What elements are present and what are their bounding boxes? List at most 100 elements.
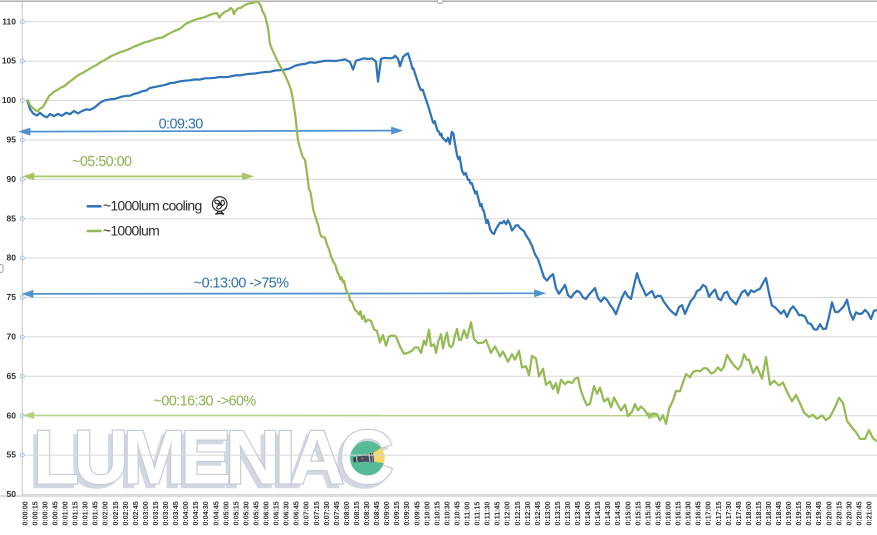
svg-text:0:13:45: 0:13:45 (575, 501, 582, 525)
svg-text:~00:16:30 ->60%: ~00:16:30 ->60% (154, 394, 257, 410)
svg-text:0:02:45: 0:02:45 (133, 501, 140, 525)
svg-text:~1000lum cooling: ~1000lum cooling (103, 198, 202, 214)
svg-text:0:00:00: 0:00:00 (22, 501, 29, 525)
svg-text:0:03:45: 0:03:45 (173, 501, 180, 525)
svg-text:0:05:45: 0:05:45 (253, 501, 260, 525)
svg-text:0:20:15: 0:20:15 (836, 501, 843, 525)
svg-text:0:05:15: 0:05:15 (233, 501, 240, 525)
svg-text:0:03:00: 0:03:00 (143, 501, 150, 525)
svg-text:80: 80 (7, 253, 17, 263)
svg-text:0:06:15: 0:06:15 (274, 501, 281, 525)
svg-text:0:09:15: 0:09:15 (394, 501, 401, 525)
svg-text:0:04:30: 0:04:30 (203, 501, 210, 525)
svg-text:0:10:15: 0:10:15 (434, 501, 441, 525)
svg-text:0:18:30: 0:18:30 (766, 501, 773, 525)
svg-text:0:07:15: 0:07:15 (314, 501, 321, 525)
svg-text:0:11:30: 0:11:30 (485, 502, 492, 526)
svg-text:0:21:00: 0:21:00 (867, 501, 874, 525)
svg-text:0:19:15: 0:19:15 (796, 501, 803, 525)
svg-text:0:18:45: 0:18:45 (776, 501, 783, 525)
svg-text:60: 60 (7, 410, 17, 420)
svg-text:0:15:30: 0:15:30 (645, 501, 652, 525)
svg-text:50: 50 (7, 489, 17, 499)
svg-text:0:13:30: 0:13:30 (565, 501, 572, 525)
svg-text:0:15:45: 0:15:45 (656, 501, 663, 525)
svg-text:0:06:45: 0:06:45 (294, 501, 301, 525)
svg-text:75: 75 (7, 292, 17, 302)
svg-text:0:04:15: 0:04:15 (193, 501, 200, 525)
svg-text:0:10:00: 0:10:00 (424, 501, 431, 525)
svg-text:0:07:00: 0:07:00 (304, 501, 311, 525)
svg-text:0:09:45: 0:09:45 (414, 501, 421, 525)
svg-text:0:12:45: 0:12:45 (535, 501, 542, 525)
svg-text:0:02:30: 0:02:30 (123, 501, 130, 525)
svg-text:0:03:15: 0:03:15 (153, 501, 160, 525)
svg-text:0:04:45: 0:04:45 (213, 501, 220, 525)
svg-text:100: 100 (2, 95, 16, 105)
svg-text:0:13:00: 0:13:00 (545, 501, 552, 525)
svg-text:0:03:30: 0:03:30 (163, 501, 170, 525)
svg-text:0:17:15: 0:17:15 (716, 501, 723, 525)
svg-text:0:16:15: 0:16:15 (676, 501, 683, 525)
svg-text:0:17:30: 0:17:30 (726, 501, 733, 525)
svg-text:110: 110 (2, 16, 16, 26)
svg-text:0:12:30: 0:12:30 (525, 501, 532, 525)
svg-text:0:18:00: 0:18:00 (746, 501, 753, 525)
svg-text:0:20:45: 0:20:45 (857, 501, 864, 525)
svg-text:0:12:00: 0:12:00 (505, 501, 512, 525)
svg-text:0:07:30: 0:07:30 (324, 501, 331, 525)
svg-text:0:17:00: 0:17:00 (706, 501, 713, 525)
svg-text:0:04:00: 0:04:00 (183, 501, 190, 525)
svg-text:0:19:00: 0:19:00 (786, 501, 793, 525)
svg-text:0:06:00: 0:06:00 (264, 501, 271, 525)
svg-text:0:11:45: 0:11:45 (495, 502, 502, 526)
svg-text:0:17:45: 0:17:45 (736, 501, 743, 525)
svg-text:0:01:00: 0:01:00 (63, 501, 70, 525)
svg-text:0:10:45: 0:10:45 (455, 501, 462, 525)
svg-text:0:07:45: 0:07:45 (334, 501, 341, 525)
svg-text:0:09:30: 0:09:30 (404, 501, 411, 525)
svg-text:70: 70 (7, 332, 17, 342)
svg-text:0:13:15: 0:13:15 (555, 501, 562, 525)
svg-text:LUMENIAC: LUMENIAC (33, 416, 392, 501)
svg-text:0:14:00: 0:14:00 (585, 501, 592, 525)
svg-text:~05:50:00: ~05:50:00 (72, 154, 132, 170)
svg-text:0:08:00: 0:08:00 (344, 501, 351, 525)
svg-text:0:08:15: 0:08:15 (354, 501, 361, 525)
svg-text:0:09:00: 0:09:00 (384, 501, 391, 525)
svg-text:0:01:45: 0:01:45 (93, 501, 100, 525)
svg-text:0:16:30: 0:16:30 (686, 501, 693, 525)
svg-text:0:15:00: 0:15:00 (625, 501, 632, 525)
svg-text:0:12:15: 0:12:15 (515, 501, 522, 525)
svg-text:95: 95 (7, 135, 17, 145)
svg-text:LUMENIAC: LUMENIAC (29, 420, 388, 505)
svg-text:0:16:45: 0:16:45 (696, 501, 703, 525)
svg-text:0:01:30: 0:01:30 (83, 501, 90, 525)
svg-text:0:01:15: 0:01:15 (73, 501, 80, 525)
svg-text:0:14:45: 0:14:45 (615, 501, 622, 525)
svg-text:0:02:15: 0:02:15 (113, 501, 120, 525)
svg-text:0:06:30: 0:06:30 (284, 501, 291, 525)
svg-text:85: 85 (7, 213, 17, 223)
svg-text:0:20:30: 0:20:30 (846, 501, 853, 525)
svg-text:0:05:30: 0:05:30 (243, 501, 250, 525)
svg-text:0:09:30: 0:09:30 (159, 117, 204, 133)
svg-text:0:15:15: 0:15:15 (635, 501, 642, 525)
svg-text:65: 65 (7, 371, 17, 381)
svg-text:0:08:45: 0:08:45 (374, 501, 381, 525)
svg-text:0:05:00: 0:05:00 (223, 501, 230, 525)
svg-text:0:14:30: 0:14:30 (605, 501, 612, 525)
svg-text:0:11:15: 0:11:15 (475, 502, 482, 526)
svg-text:0:08:30: 0:08:30 (364, 501, 371, 525)
svg-text:~1000lum: ~1000lum (103, 222, 159, 238)
svg-text:0:11:00: 0:11:00 (465, 502, 472, 526)
svg-text:0:16:00: 0:16:00 (666, 501, 673, 525)
svg-text:~0:13:00 ->75%: ~0:13:00 ->75% (194, 276, 289, 292)
svg-text:0:00:15: 0:00:15 (32, 501, 39, 525)
svg-text:55: 55 (7, 450, 17, 460)
svg-text:0:00:45: 0:00:45 (53, 501, 60, 525)
svg-text:105: 105 (2, 56, 16, 66)
svg-text:0:19:45: 0:19:45 (816, 501, 823, 525)
svg-text:0:14:15: 0:14:15 (595, 501, 602, 525)
svg-text:0:20:00: 0:20:00 (826, 501, 833, 525)
